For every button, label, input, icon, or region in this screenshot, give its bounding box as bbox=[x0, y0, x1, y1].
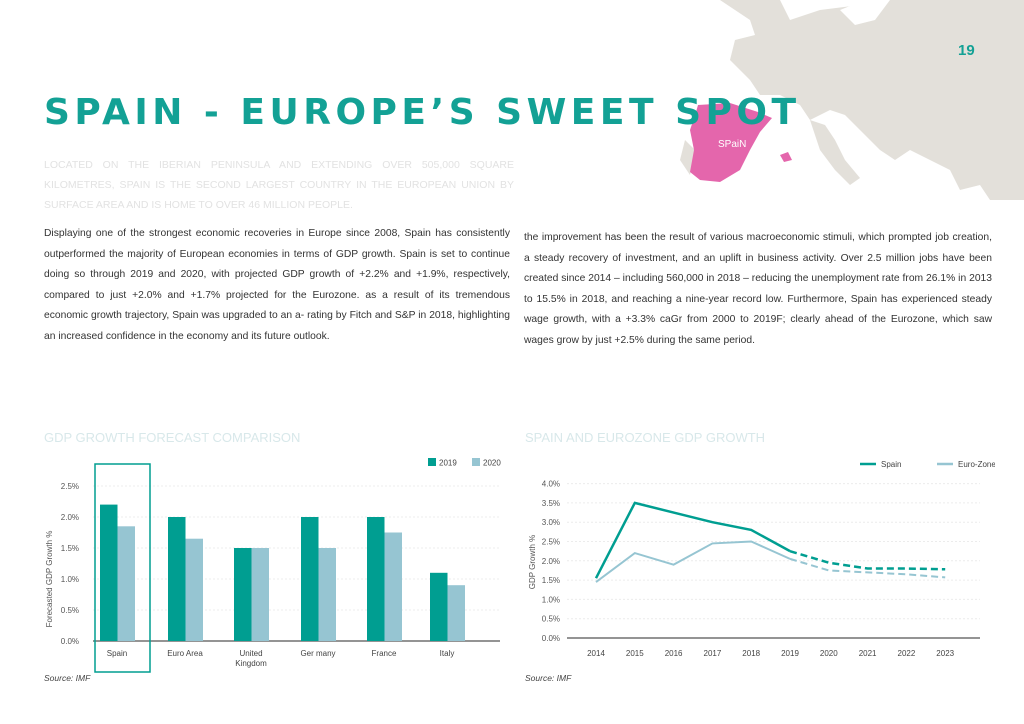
x-tick-label: United bbox=[239, 649, 262, 658]
y-tick-label: 2.0% bbox=[542, 557, 560, 566]
y-tick-label: 0.0% bbox=[542, 634, 560, 643]
bar-2020 bbox=[185, 538, 203, 641]
x-tick-label: Spain bbox=[107, 649, 127, 658]
intro-text: Located on the Iberian Peninsula and ext… bbox=[44, 159, 514, 211]
bar-chart-source: Source: IMF bbox=[44, 673, 91, 683]
x-tick-label: 2015 bbox=[626, 649, 644, 658]
y-tick-label: 1.0% bbox=[542, 595, 560, 604]
y-tick-label: 0.0% bbox=[61, 637, 79, 646]
bar-2019 bbox=[234, 548, 252, 641]
bar-2020 bbox=[251, 548, 269, 641]
y-tick-label: 2.5% bbox=[542, 538, 560, 547]
highlight-box-spain bbox=[94, 463, 151, 673]
x-tick-label: 2021 bbox=[859, 649, 877, 658]
x-tick-label: Italy bbox=[440, 649, 455, 658]
x-tick-label: 2016 bbox=[665, 649, 683, 658]
bar-2019 bbox=[367, 517, 385, 641]
legend-swatch-2020 bbox=[472, 458, 480, 466]
y-axis-label: Forecasted GDP Growth % bbox=[45, 531, 54, 628]
legend-label: 2020 bbox=[483, 459, 501, 468]
legend-swatch-2019 bbox=[428, 458, 436, 466]
line-chart-source: Source: IMF bbox=[525, 673, 572, 683]
x-tick-label: 2020 bbox=[820, 649, 838, 658]
bar-2020 bbox=[117, 526, 135, 641]
legend-label: Euro-Zone bbox=[958, 460, 995, 469]
x-tick-label: 2022 bbox=[898, 649, 916, 658]
line-Euro-Zone-forecast bbox=[789, 557, 946, 579]
x-tick-label: Euro Area bbox=[167, 649, 203, 658]
line-chart-title: SPAIN AND EUROZONE GDP GROWTH bbox=[525, 430, 766, 445]
line-Spain-actual bbox=[594, 501, 791, 579]
y-axis-label: GDP Growth % bbox=[528, 535, 537, 590]
x-tick-label: 2023 bbox=[936, 649, 954, 658]
body-text-left: Displaying one of the strongest economic… bbox=[44, 228, 510, 342]
bar-2019 bbox=[301, 517, 319, 641]
line-Spain-forecast bbox=[789, 549, 946, 571]
x-tick-label: France bbox=[372, 649, 397, 658]
bar-2020 bbox=[384, 532, 402, 641]
europe-map: SPaiN bbox=[680, 0, 1024, 200]
y-tick-label: 0.5% bbox=[61, 606, 79, 615]
y-tick-label: 1.5% bbox=[61, 544, 79, 553]
x-tick-label: Kingdom bbox=[235, 659, 267, 668]
y-tick-label: 1.0% bbox=[61, 575, 79, 584]
page-title: SPAIN - EUROPE’S SWEET SPOT bbox=[44, 92, 801, 133]
x-tick-label: 2018 bbox=[742, 649, 760, 658]
body-text-right: the improvement has been the result of v… bbox=[524, 232, 992, 346]
y-tick-label: 0.5% bbox=[542, 615, 560, 624]
y-tick-label: 1.5% bbox=[542, 576, 560, 585]
map-label: SPaiN bbox=[718, 139, 746, 150]
x-tick-label: 2014 bbox=[587, 649, 605, 658]
line-Euro-Zone-actual bbox=[595, 540, 791, 583]
page-number: 19 bbox=[958, 42, 975, 59]
spain-shape bbox=[690, 103, 772, 182]
legend-label: 2019 bbox=[439, 459, 457, 468]
y-tick-label: 4.0% bbox=[542, 480, 560, 489]
bar-2019 bbox=[100, 504, 118, 641]
y-tick-label: 2.0% bbox=[61, 513, 79, 522]
x-tick-label: 2019 bbox=[781, 649, 799, 658]
y-tick-label: 2.5% bbox=[61, 482, 79, 491]
bar-chart-title: GDP GROWTH FORECAST COMPARISON bbox=[44, 430, 301, 445]
y-tick-label: 3.5% bbox=[542, 499, 560, 508]
bar-2020 bbox=[318, 548, 336, 641]
line-chart: 0.0% 0.5% 1.0% 1.5% 2.0% 2.5% 3.0% 3.5% 4.0% GDP … bbox=[528, 460, 995, 658]
bar-2019 bbox=[430, 572, 448, 641]
legend-label: Spain bbox=[881, 460, 901, 469]
x-tick-label: 2017 bbox=[704, 649, 722, 658]
bar-2019 bbox=[168, 517, 186, 641]
x-tick-label: Ger many bbox=[300, 649, 335, 658]
bar-2020 bbox=[447, 585, 465, 641]
bar-chart: 0.0% 0.5% 1.0% 1.5% 2.0% 2.5% Forecasted GDP G… bbox=[45, 458, 501, 673]
y-tick-label: 3.0% bbox=[542, 518, 560, 527]
